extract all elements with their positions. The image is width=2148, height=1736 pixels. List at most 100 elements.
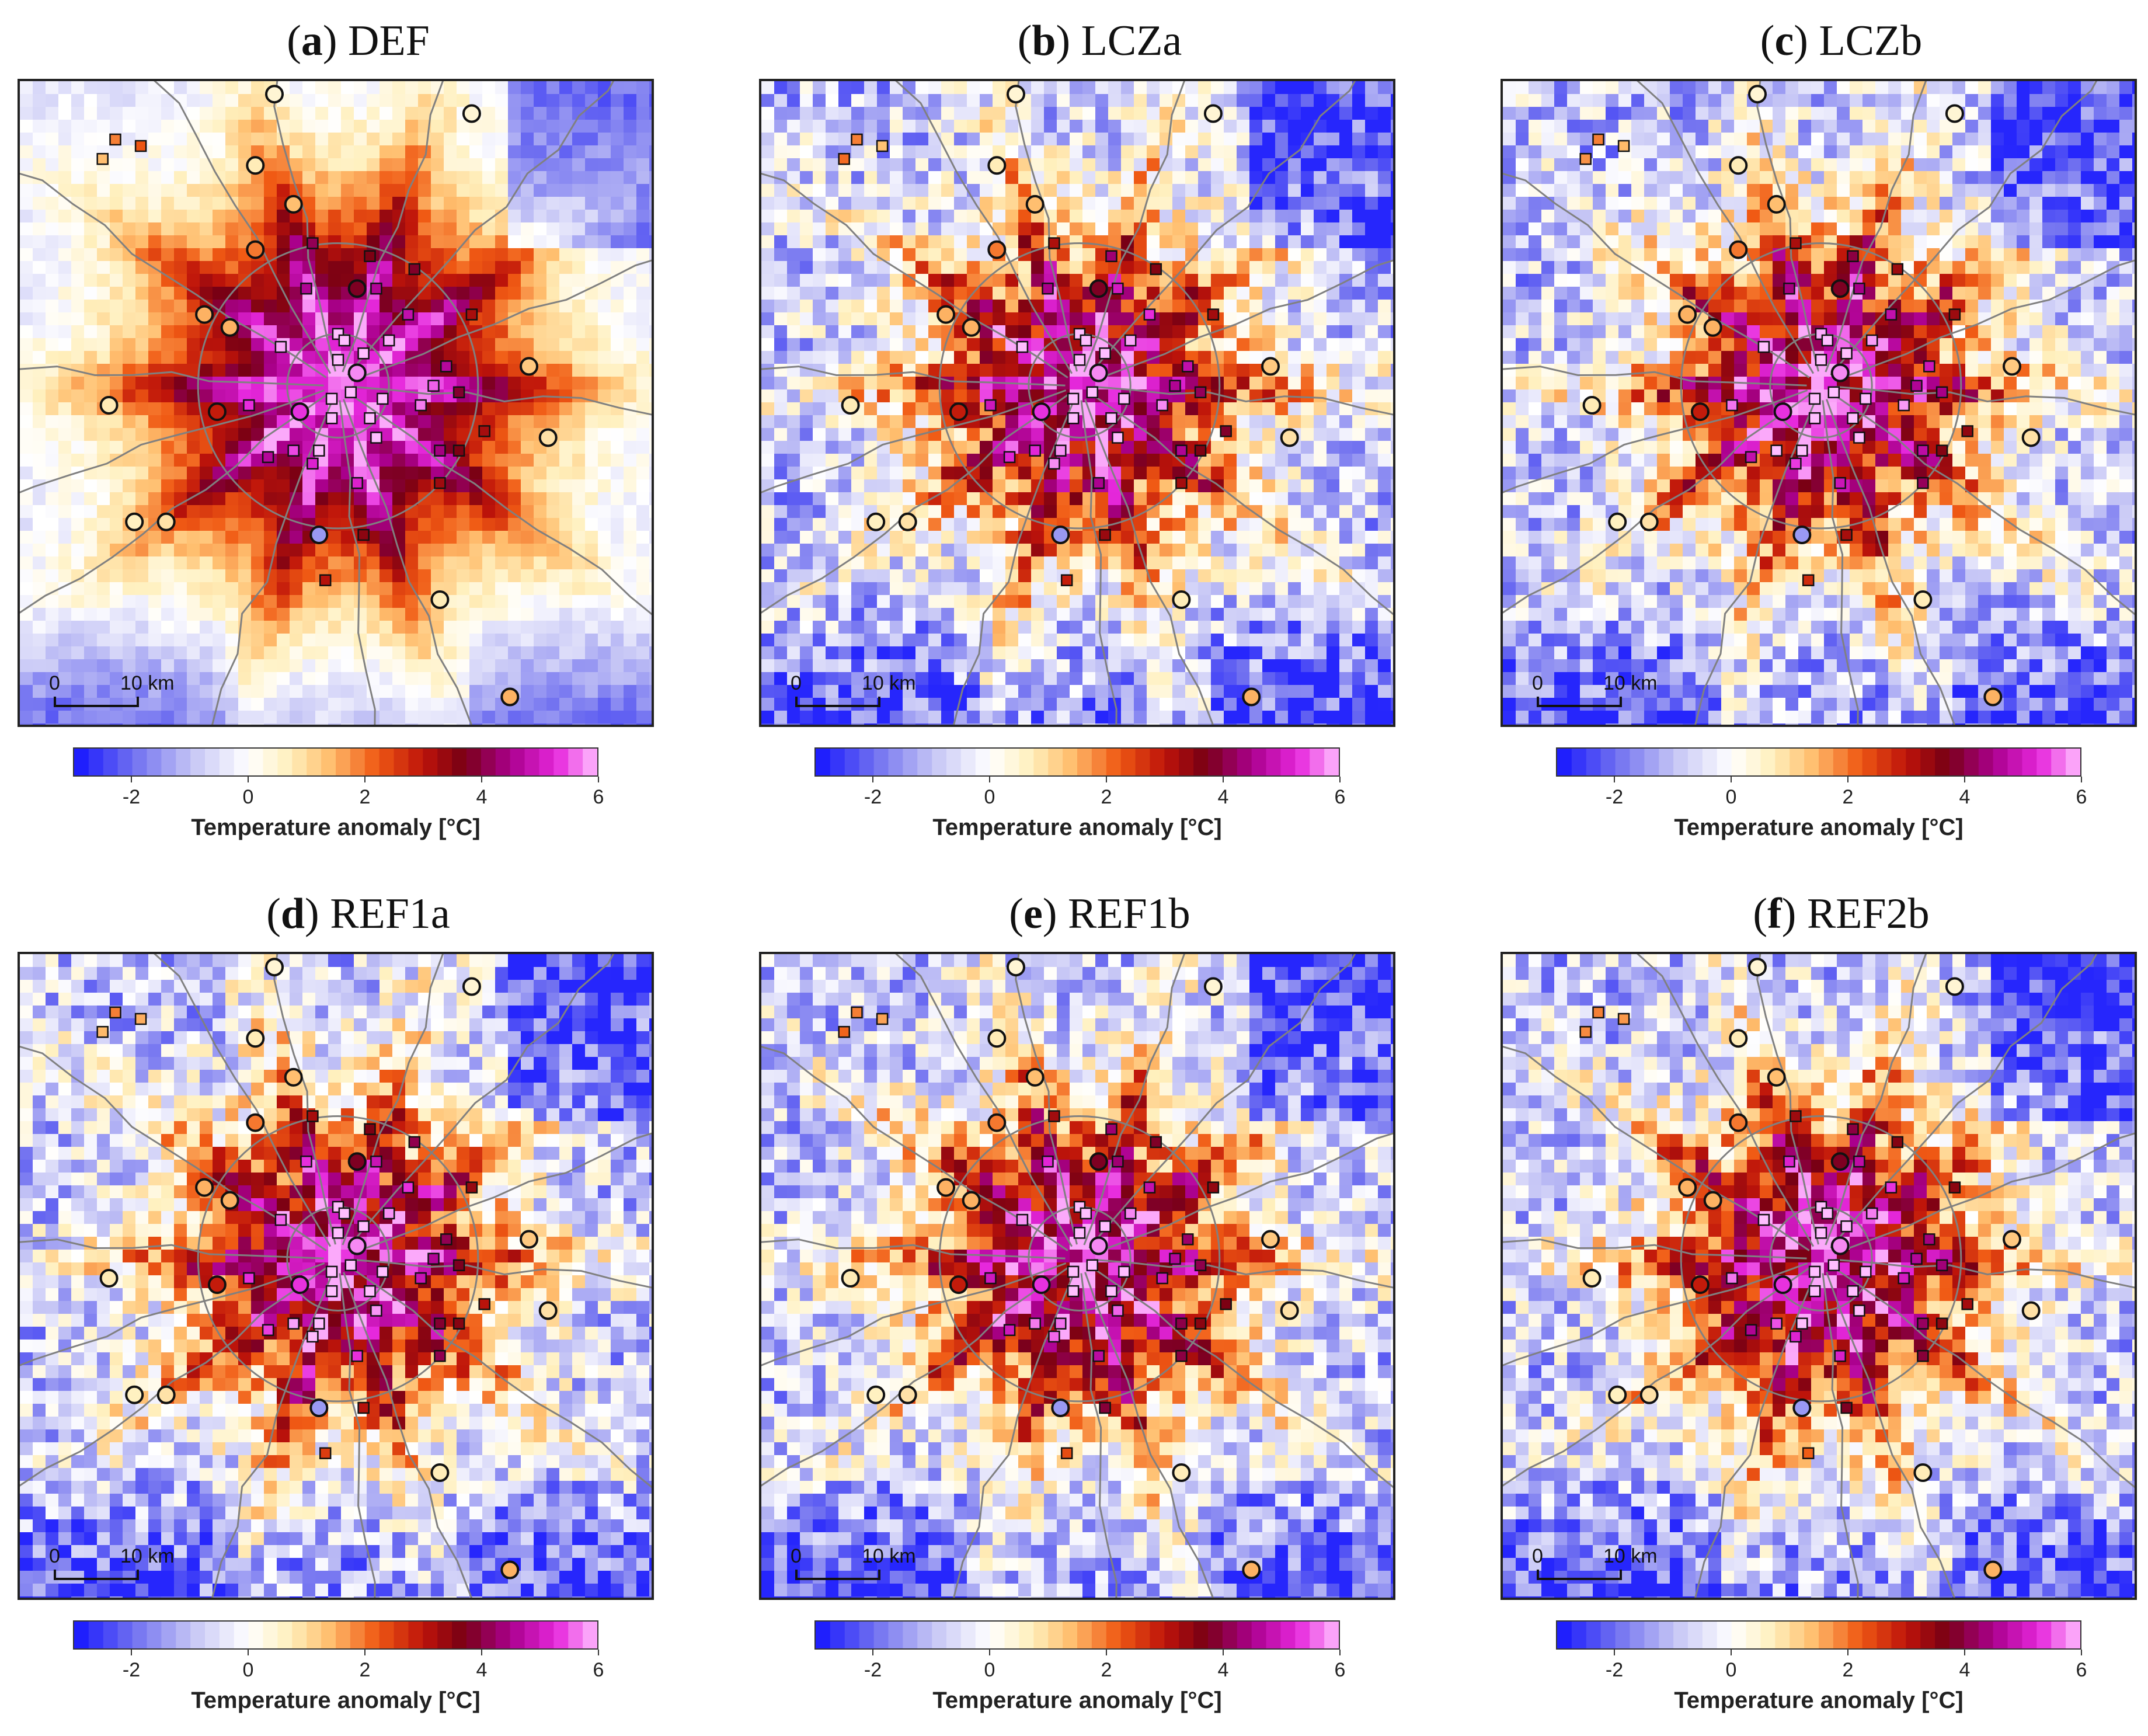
station-circle-marker (1678, 1178, 1697, 1197)
heatmap-frame: 0 10 km (759, 79, 1395, 727)
colorbar-segment (1978, 749, 1994, 775)
colorbar-segment (510, 1622, 525, 1648)
colorbar-segment (1993, 749, 2008, 775)
colorbar-segment (161, 749, 176, 775)
panel-letter: f (1767, 890, 1782, 938)
station-square-marker (1910, 380, 1923, 392)
colorbar-segment (859, 749, 875, 775)
station-square-marker (1948, 1181, 1961, 1194)
station-square-marker (452, 386, 465, 399)
station-circle-marker (1830, 363, 1850, 382)
station-square-marker (243, 399, 255, 412)
station-square-marker (1150, 1136, 1162, 1149)
colorbar-segment (176, 1622, 191, 1648)
station-square-marker (1150, 263, 1162, 276)
station-square-marker (1802, 574, 1815, 586)
station-square-marker (1099, 347, 1111, 360)
heatmap-frame: 0 10 km (759, 952, 1395, 1600)
station-circle-marker (1945, 104, 1964, 123)
colorbar-tick-label: 6 (2076, 1659, 2087, 1681)
scale-bar-tick (54, 1570, 56, 1580)
colorbar-tick-mark (131, 777, 132, 782)
colorbar-title: Temperature anomaly [°C] (932, 815, 1222, 840)
colorbar-segment (859, 1622, 875, 1648)
station-square-marker (332, 1227, 344, 1239)
station-square-marker (134, 1013, 147, 1025)
station-square-marker (1917, 1349, 1929, 1362)
colorbar-title: Temperature anomaly [°C] (191, 1688, 481, 1713)
colorbar-segment (583, 1622, 598, 1648)
station-circle-marker (1729, 156, 1748, 175)
station-circle-marker (1748, 958, 1767, 977)
station-square-marker (1617, 140, 1630, 152)
colorbar-segment (1790, 1622, 1805, 1648)
station-square-marker (134, 140, 147, 152)
station-square-marker (1815, 354, 1827, 366)
station-circle-marker (1767, 1067, 1786, 1087)
station-circle-marker (937, 305, 956, 324)
station-square-marker (402, 308, 415, 321)
station-square-marker (427, 380, 440, 392)
station-square-marker (1808, 1265, 1821, 1278)
station-square-marker (1194, 444, 1207, 457)
colorbar-segment (147, 749, 162, 775)
station-square-marker (1617, 1013, 1630, 1025)
colorbar-segment (1978, 1622, 1994, 1648)
heatmap-frame: 0 10 km (18, 79, 654, 727)
station-square-marker (1840, 347, 1853, 360)
colorbar-tick-label: -2 (1605, 1659, 1624, 1681)
station-circle-marker (898, 1385, 917, 1404)
station-square-marker (440, 1233, 452, 1246)
station-square-marker (332, 354, 344, 366)
colorbar-segment (394, 749, 409, 775)
scale-bar-tick (137, 1570, 139, 1580)
colorbar-segment (466, 1622, 482, 1648)
station-circle-marker (2003, 357, 2021, 376)
station-square-marker (1910, 1253, 1923, 1265)
station-circle-marker (987, 240, 1007, 259)
colorbar-segment (379, 1622, 395, 1648)
station-square-marker (1143, 308, 1156, 321)
station-square-marker (1917, 444, 1929, 457)
scale-bar-tick (878, 697, 880, 707)
scale-bar-start-label: 0 (1532, 1545, 1543, 1567)
station-square-marker (1112, 1304, 1124, 1317)
station-circle-marker (2021, 428, 2041, 447)
colorbar-segment (1193, 749, 1209, 775)
station-circle-marker (1203, 104, 1223, 123)
colorbar-segment (2066, 749, 2081, 775)
station-square-marker (1220, 425, 1232, 437)
colorbar-segment (1615, 1622, 1630, 1648)
colorbar-tick-mark (364, 777, 365, 782)
station-square-marker (274, 340, 287, 353)
station-square-marker (313, 1317, 325, 1330)
colorbar-segment (1063, 749, 1078, 775)
colorbar-tick-label: 6 (593, 786, 604, 808)
station-circle-marker (1729, 1029, 1748, 1048)
station-square-marker (325, 412, 338, 425)
colorbar-segment (1833, 1622, 1848, 1648)
station-square-marker (1048, 457, 1060, 470)
station-square-marker (1790, 1330, 1802, 1343)
station-square-marker (1169, 1253, 1181, 1265)
station-square-marker (1935, 444, 1948, 457)
station-square-marker (1003, 1324, 1016, 1337)
colorbar-ticks: -2 0 2 4 6 (73, 1650, 604, 1685)
station-square-marker (364, 1285, 376, 1297)
station-circle-marker (1582, 1269, 1602, 1288)
scale-bar-tick (1537, 697, 1539, 707)
station-circle-marker (1748, 85, 1767, 104)
colorbar-segment (1615, 749, 1630, 775)
station-circle-marker (246, 156, 265, 175)
station-square-marker (1796, 444, 1808, 457)
station-square-marker (851, 1006, 863, 1019)
colorbar-segment (1586, 1622, 1602, 1648)
colorbar-segment (1571, 1622, 1587, 1648)
station-circle-marker (195, 305, 214, 324)
colorbar-segment (1048, 749, 1063, 775)
station-square-marker (1726, 399, 1738, 412)
road-network (1503, 81, 2135, 725)
station-square-marker (1092, 1349, 1105, 1362)
station-square-marker (1853, 432, 1865, 444)
colorbar-segment (452, 749, 467, 775)
